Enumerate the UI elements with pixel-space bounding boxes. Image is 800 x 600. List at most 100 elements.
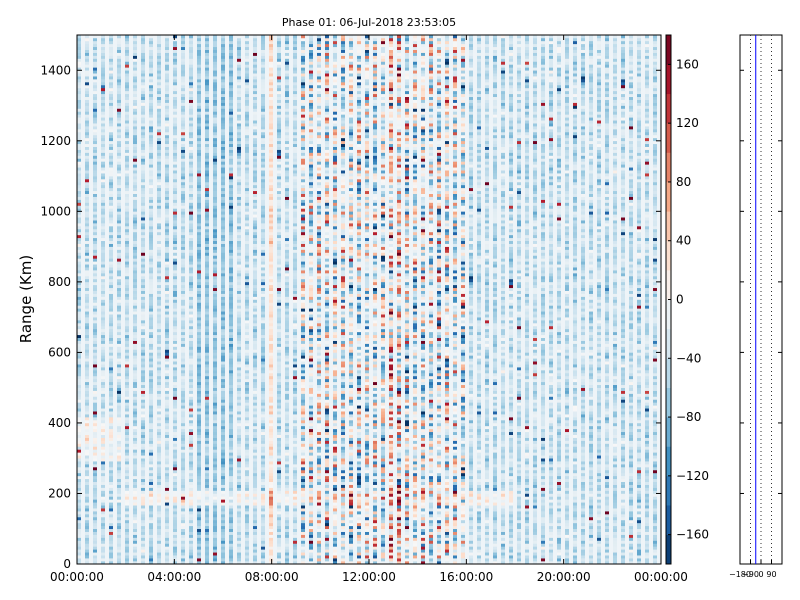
- heatmap-cell: [117, 164, 122, 168]
- heatmap-cell: [285, 267, 290, 271]
- heatmap-cell: [237, 378, 242, 383]
- heatmap-cell: [269, 105, 274, 109]
- heatmap-cell: [109, 537, 114, 541]
- heatmap-cell: [181, 111, 186, 115]
- heatmap-cell: [237, 261, 242, 265]
- heatmap-cell: [277, 296, 282, 300]
- heatmap-cell: [213, 484, 218, 488]
- heatmap-cell: [221, 99, 226, 103]
- heatmap-cell: [181, 246, 186, 250]
- heatmap-cell: [77, 355, 82, 359]
- heatmap-cell: [165, 484, 170, 488]
- heatmap-cell: [237, 346, 242, 350]
- heatmap-cell: [101, 314, 106, 318]
- heatmap-cell: [221, 155, 226, 159]
- heatmap-cell: [125, 361, 130, 365]
- heatmap-cell: [141, 173, 146, 177]
- heatmap-cell: [285, 90, 290, 95]
- heatmap-cell: [85, 325, 90, 330]
- heatmap-cell: [277, 243, 282, 247]
- heatmap-cell: [261, 240, 266, 244]
- heatmap-cell: [205, 193, 210, 197]
- heatmap-cell: [141, 99, 146, 103]
- heatmap-cell: [77, 205, 82, 209]
- heatmap-cell: [181, 314, 186, 318]
- heatmap-cell: [213, 79, 218, 83]
- heatmap-cell: [101, 143, 106, 147]
- heatmap-cell: [237, 73, 242, 77]
- heatmap-cell: [157, 52, 162, 56]
- heatmap-cell: [285, 79, 290, 83]
- heatmap-cell: [85, 405, 90, 409]
- heatmap-cell: [269, 217, 274, 221]
- heatmap-cell: [173, 105, 178, 109]
- heatmap-cell: [133, 158, 138, 162]
- heatmap-cell: [221, 67, 226, 71]
- heatmap-cell: [101, 487, 106, 491]
- heatmap-cell: [77, 184, 82, 189]
- heatmap-cell: [229, 467, 234, 471]
- heatmap-cell: [269, 475, 274, 480]
- heatmap-cell: [133, 428, 138, 433]
- heatmap-cell: [221, 278, 226, 283]
- heatmap-cell: [293, 267, 298, 271]
- heatmap-cell: [293, 290, 298, 294]
- heatmap-cell: [141, 475, 146, 480]
- heatmap-cell: [245, 481, 250, 485]
- heatmap-cell: [133, 217, 138, 221]
- heatmap-cell: [285, 55, 290, 59]
- heatmap-cell: [253, 522, 258, 527]
- heatmap-cell: [157, 431, 162, 435]
- heatmap-cell: [229, 434, 234, 438]
- heatmap-cell: [221, 417, 226, 421]
- heatmap-cell: [285, 531, 290, 535]
- heatmap-cell: [277, 358, 282, 362]
- heatmap-cell: [181, 226, 186, 230]
- heatmap-cell: [213, 246, 218, 250]
- heatmap-cell: [165, 458, 170, 462]
- heatmap-cell: [261, 164, 266, 168]
- heatmap-cell: [253, 49, 258, 53]
- heatmap-cell: [125, 558, 130, 562]
- heatmap-cell: [253, 114, 258, 118]
- heatmap-cell: [141, 367, 146, 371]
- heatmap-cell: [221, 117, 226, 121]
- heatmap-cell: [221, 405, 226, 409]
- heatmap-cell: [221, 540, 226, 544]
- heatmap-cell: [269, 449, 274, 453]
- heatmap-cell: [197, 417, 202, 421]
- heatmap-cell: [253, 158, 258, 162]
- heatmap-cell: [173, 252, 178, 256]
- heatmap-cell: [141, 546, 146, 550]
- heatmap-cell: [197, 55, 202, 59]
- heatmap-cell: [93, 528, 98, 532]
- heatmap-cell: [221, 437, 226, 441]
- heatmap-cell: [109, 408, 114, 412]
- heatmap-cell: [165, 281, 170, 286]
- heatmap-cell: [133, 40, 138, 45]
- heatmap-cell: [277, 367, 282, 371]
- heatmap-cell: [269, 261, 274, 265]
- heatmap-cell: [277, 193, 282, 197]
- heatmap-cell: [77, 193, 82, 197]
- heatmap-cell: [93, 534, 98, 538]
- heatmap-cell: [101, 358, 106, 362]
- heatmap-cell: [245, 52, 250, 56]
- heatmap-cell: [229, 261, 234, 265]
- heatmap-cell: [157, 193, 162, 197]
- heatmap-cell: [125, 146, 130, 150]
- heatmap-cell: [189, 346, 194, 350]
- heatmap-cell: [181, 446, 186, 450]
- heatmap-cell: [253, 334, 258, 339]
- heatmap-cell: [85, 231, 90, 236]
- heatmap-cell: [277, 384, 282, 388]
- heatmap-cell: [77, 114, 82, 118]
- heatmap-cell: [165, 87, 170, 92]
- heatmap-cell: [141, 299, 146, 303]
- heatmap-cell: [213, 417, 218, 421]
- heatmap-cell: [181, 35, 186, 39]
- heatmap-cell: [229, 419, 234, 424]
- heatmap-cell: [285, 179, 290, 183]
- heatmap-cell: [149, 234, 154, 239]
